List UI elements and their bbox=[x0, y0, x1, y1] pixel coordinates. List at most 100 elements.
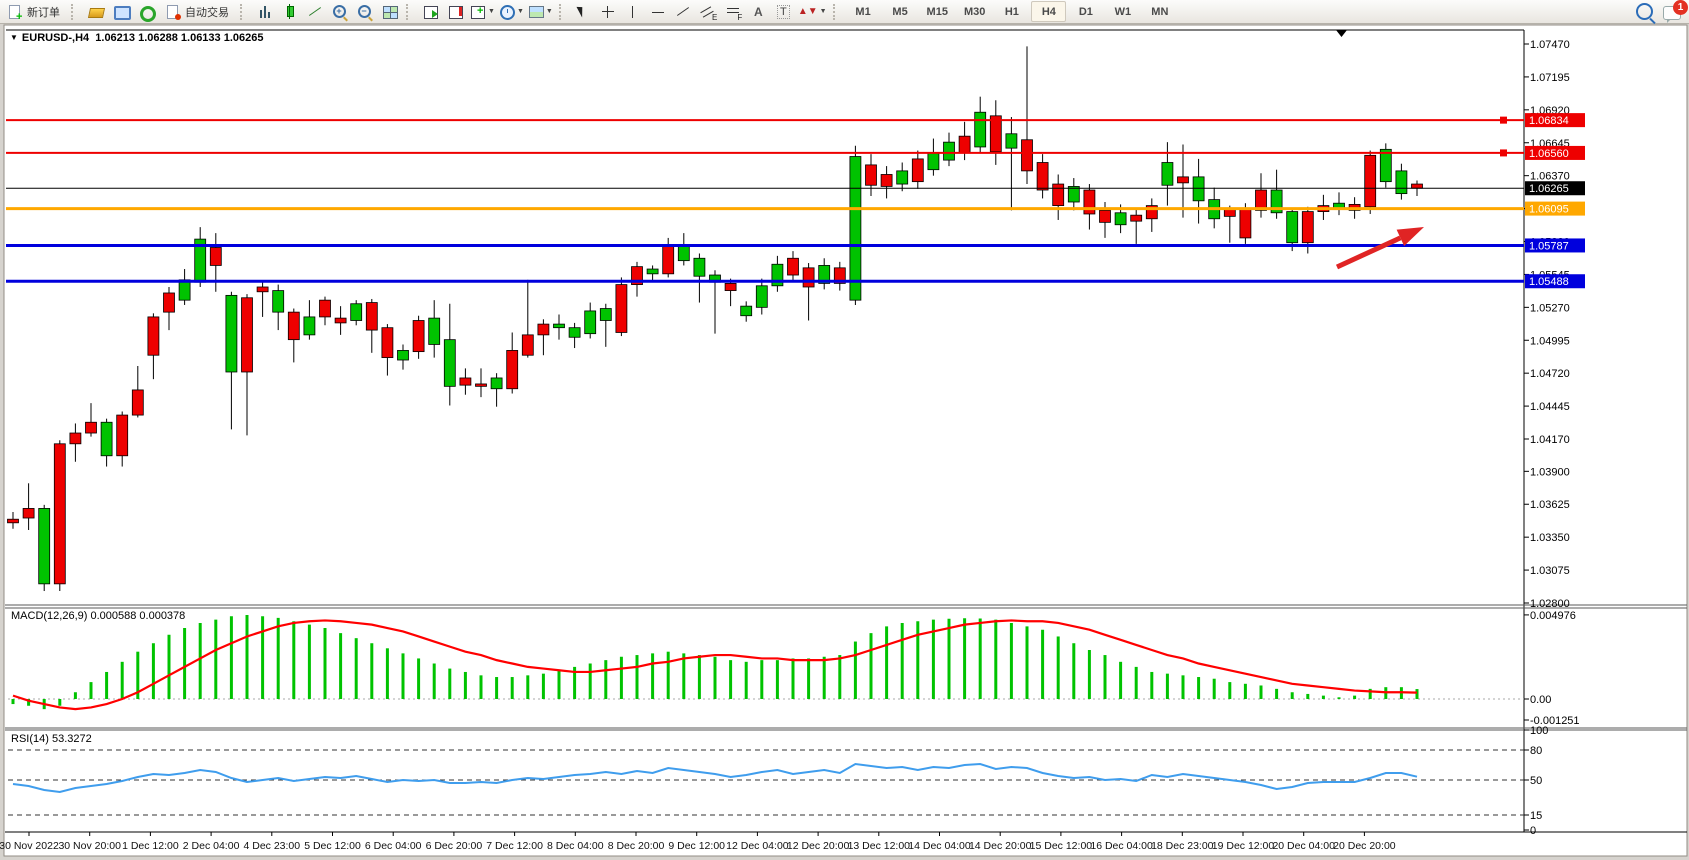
chevron-down-icon: ▼ bbox=[545, 8, 553, 15]
svg-text:1.07470: 1.07470 bbox=[1530, 39, 1570, 51]
horizontal-line-icon bbox=[650, 4, 666, 20]
candlestick-icon bbox=[282, 3, 298, 20]
depth-of-market-button[interactable] bbox=[109, 1, 132, 22]
chart-shift-button[interactable] bbox=[444, 1, 467, 22]
vline-button[interactable] bbox=[622, 1, 645, 22]
market-watch-button[interactable] bbox=[84, 1, 107, 22]
arrows-button[interactable]: ▲▼ ▼ bbox=[797, 1, 828, 22]
line-chart-button[interactable] bbox=[303, 1, 326, 22]
autotrade-button[interactable]: 自动交易 bbox=[159, 1, 235, 22]
resistance-lower-tag: 1.06560 bbox=[1525, 145, 1585, 160]
candle bbox=[412, 320, 425, 353]
timeframe-M5-button[interactable]: M5 bbox=[892, 5, 908, 18]
timeframe-M15-button[interactable]: M15 bbox=[926, 5, 948, 18]
svg-text:20 Dec 04:00: 20 Dec 04:00 bbox=[1272, 840, 1335, 852]
trendline-button[interactable] bbox=[672, 1, 695, 22]
zoom-out-button[interactable]: − bbox=[353, 1, 376, 22]
bar-chart-button[interactable] bbox=[253, 1, 276, 22]
candle bbox=[553, 323, 565, 329]
candle bbox=[631, 266, 643, 285]
new-order-button[interactable]: + 新订单 bbox=[1, 1, 66, 22]
candle bbox=[334, 317, 347, 324]
candle bbox=[1379, 148, 1392, 183]
auto-scroll-button[interactable] bbox=[419, 1, 442, 22]
trendline-icon bbox=[675, 4, 691, 20]
candle bbox=[599, 308, 612, 321]
candle bbox=[896, 170, 909, 185]
search-icon[interactable] bbox=[1636, 2, 1653, 20]
chart-shift-icon bbox=[448, 4, 464, 20]
indicators-icon: + bbox=[470, 4, 486, 20]
cursor-button[interactable] bbox=[572, 1, 595, 22]
signals-button[interactable] bbox=[134, 1, 157, 22]
fibonacci-button[interactable]: F bbox=[722, 1, 745, 22]
candle bbox=[521, 334, 534, 356]
text-label-button[interactable]: T bbox=[772, 1, 795, 22]
candle bbox=[1005, 133, 1018, 149]
text-button[interactable]: A bbox=[747, 1, 770, 22]
candle bbox=[1223, 208, 1236, 217]
clock-icon bbox=[499, 4, 515, 20]
candle bbox=[428, 317, 441, 345]
candle bbox=[397, 350, 409, 361]
candle bbox=[256, 286, 269, 293]
candle bbox=[1270, 189, 1283, 214]
candle bbox=[662, 244, 675, 275]
crosshair-button[interactable] bbox=[597, 1, 620, 22]
macd-indicator-label: MACD(12,26,9) 0.000588 0.000378 bbox=[11, 610, 186, 622]
timeframe-H1-button[interactable]: H1 bbox=[1004, 5, 1019, 18]
candle bbox=[693, 257, 706, 277]
svg-text:16 Dec 04:00: 16 Dec 04:00 bbox=[1090, 840, 1153, 852]
svg-text:30 Nov 20:00: 30 Nov 20:00 bbox=[58, 840, 121, 852]
toolbar-grip bbox=[406, 3, 415, 20]
svg-text:18 Dec 23:00: 18 Dec 23:00 bbox=[1151, 840, 1214, 852]
svg-text:-0.001251: -0.001251 bbox=[1530, 715, 1580, 727]
hline-button[interactable] bbox=[647, 1, 670, 22]
candle bbox=[1364, 154, 1377, 208]
svg-text:5 Dec 12:00: 5 Dec 12:00 bbox=[304, 840, 361, 852]
resistance-lower-line[interactable] bbox=[6, 149, 1524, 157]
candle bbox=[1036, 162, 1049, 191]
candle bbox=[1255, 189, 1267, 211]
svg-text:1.03350: 1.03350 bbox=[1530, 532, 1570, 544]
svg-text:1.05488: 1.05488 bbox=[1529, 276, 1569, 288]
vertical-line-icon bbox=[625, 4, 641, 20]
svg-text:8 Dec 04:00: 8 Dec 04:00 bbox=[547, 840, 604, 852]
resistance-upper-line[interactable] bbox=[6, 116, 1524, 124]
templates-button[interactable]: ▼ bbox=[527, 1, 554, 22]
candle bbox=[865, 164, 877, 186]
text-label-icon: T bbox=[776, 4, 790, 19]
svg-text:7 Dec 12:00: 7 Dec 12:00 bbox=[486, 840, 543, 852]
timeframe-MN-button[interactable]: MN bbox=[1151, 5, 1169, 18]
chat-bubble-icon[interactable]: 1 bbox=[1663, 0, 1688, 23]
chevron-down-icon: ▼ bbox=[516, 8, 524, 15]
svg-text:1.03625: 1.03625 bbox=[1530, 499, 1570, 511]
zoom-in-button[interactable]: + bbox=[328, 1, 351, 22]
timeframe-M30-button[interactable]: M30 bbox=[963, 5, 986, 18]
candle bbox=[303, 316, 316, 336]
candlestick-button[interactable] bbox=[278, 1, 301, 22]
trend-annotation-arrow[interactable] bbox=[1335, 227, 1424, 270]
candle bbox=[350, 303, 363, 321]
indicators-button[interactable]: + ▼ bbox=[469, 1, 496, 22]
svg-text:1.06834: 1.06834 bbox=[1529, 115, 1569, 127]
chart-canvas[interactable]: 1.074701.071951.069201.066451.063701.060… bbox=[0, 24, 1689, 860]
timeframe-D1-button[interactable]: D1 bbox=[1078, 5, 1093, 18]
svg-text:1.02800: 1.02800 bbox=[1530, 598, 1570, 610]
chart-shift-marker[interactable] bbox=[1336, 30, 1347, 37]
chart-window-frame bbox=[3, 24, 1688, 857]
periods-button[interactable]: ▼ bbox=[498, 1, 525, 22]
candle bbox=[880, 174, 893, 187]
candle bbox=[740, 305, 753, 317]
candle bbox=[22, 508, 35, 519]
timeframe-M1-button[interactable]: M1 bbox=[855, 5, 871, 18]
date-axis[interactable]: 30 Nov 2022 30 Nov 20:00 1 Dec 12:00 2 Dec … bbox=[0, 832, 1396, 852]
svg-text:12 Dec 20:00: 12 Dec 20:00 bbox=[787, 840, 850, 852]
channel-button[interactable]: E bbox=[697, 1, 720, 22]
timeframe-H4-button[interactable]: H4 bbox=[1031, 1, 1067, 22]
toolbar-grip bbox=[832, 3, 842, 20]
timeframe-W1-button[interactable]: W1 bbox=[1114, 5, 1132, 18]
svg-text:1.03075: 1.03075 bbox=[1530, 565, 1570, 577]
tile-windows-button[interactable] bbox=[378, 1, 401, 22]
cursor-icon bbox=[575, 4, 591, 20]
